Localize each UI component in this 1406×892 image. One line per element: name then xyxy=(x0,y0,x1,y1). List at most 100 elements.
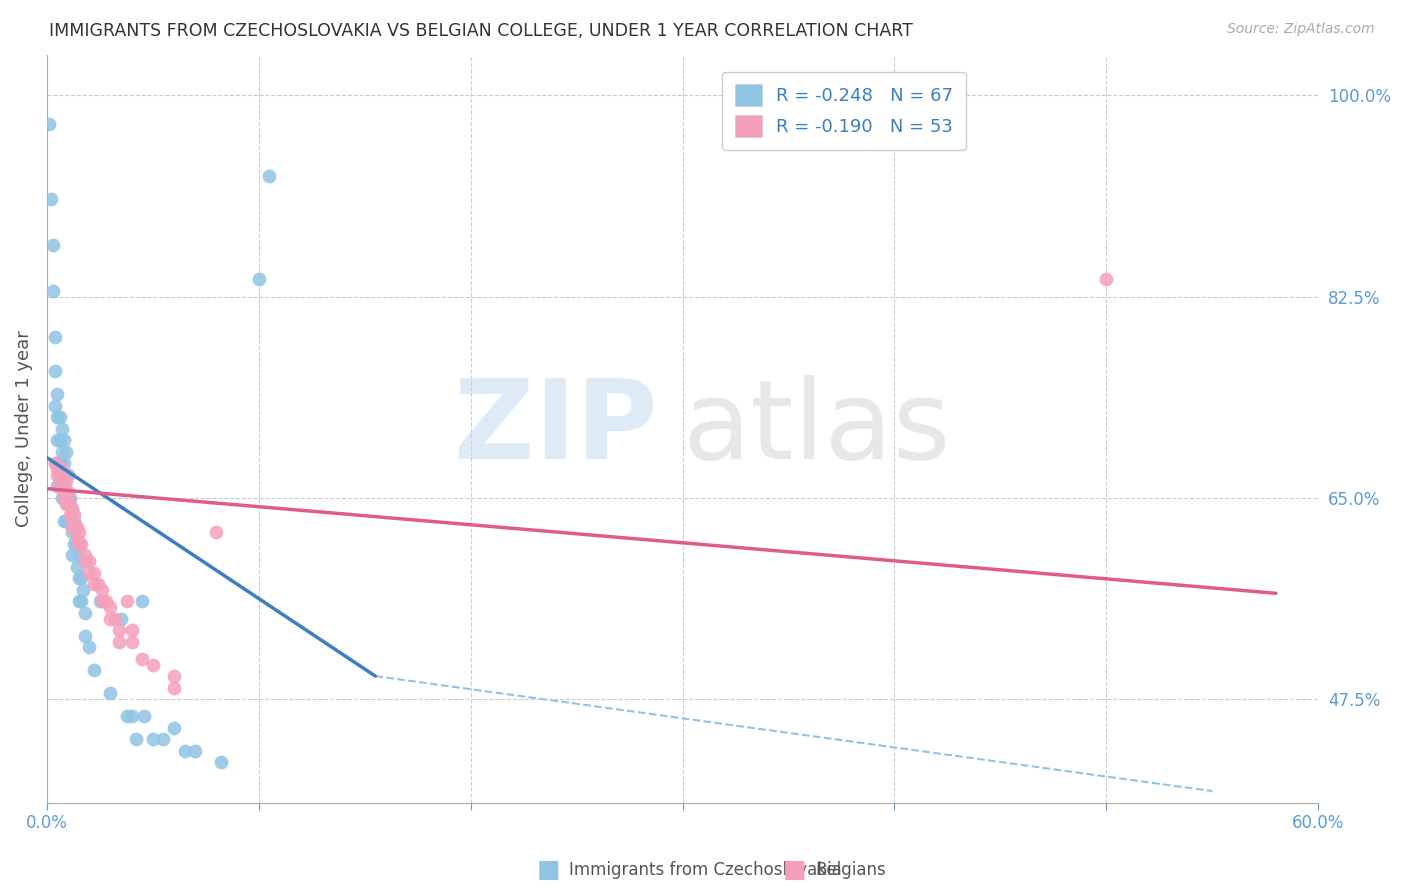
Point xyxy=(56,491,79,505)
Point xyxy=(52,491,75,505)
Point xyxy=(46,387,69,401)
Point xyxy=(247,272,270,286)
Point xyxy=(83,664,105,678)
Point xyxy=(55,491,77,505)
Point xyxy=(39,192,62,206)
Point xyxy=(104,612,127,626)
Point xyxy=(52,491,75,505)
Point xyxy=(67,571,90,585)
Point xyxy=(56,497,79,511)
Point xyxy=(69,594,91,608)
Point xyxy=(59,497,82,511)
Point xyxy=(131,594,153,608)
Text: IMMIGRANTS FROM CZECHOSLOVAKIA VS BELGIAN COLLEGE, UNDER 1 YEAR CORRELATION CHAR: IMMIGRANTS FROM CZECHOSLOVAKIA VS BELGIA… xyxy=(49,22,912,40)
Point xyxy=(60,525,83,540)
Point xyxy=(100,600,122,615)
Point xyxy=(44,364,66,378)
Point xyxy=(173,744,195,758)
Point xyxy=(52,479,75,493)
Point xyxy=(55,497,77,511)
Point xyxy=(1095,272,1118,286)
Point xyxy=(42,284,65,298)
Point xyxy=(48,467,70,482)
Point xyxy=(48,479,70,493)
Point xyxy=(65,559,87,574)
Point xyxy=(65,519,87,533)
Point xyxy=(83,577,105,591)
Point xyxy=(67,537,90,551)
Point xyxy=(163,721,186,735)
Point xyxy=(152,732,174,747)
Point xyxy=(63,519,86,533)
Point xyxy=(59,508,82,522)
Point xyxy=(56,467,79,482)
Point xyxy=(51,467,73,482)
Point xyxy=(100,612,122,626)
Point xyxy=(108,634,131,648)
Point xyxy=(63,508,86,522)
Point xyxy=(51,491,73,505)
Point xyxy=(73,606,96,620)
Point xyxy=(55,445,77,459)
Point xyxy=(91,594,114,608)
Point xyxy=(65,531,87,545)
Point xyxy=(77,640,100,655)
Point xyxy=(48,410,70,425)
Point xyxy=(46,434,69,448)
Point xyxy=(209,756,232,770)
Point xyxy=(44,456,66,470)
Text: ZIP: ZIP xyxy=(454,376,657,483)
Y-axis label: College, Under 1 year: College, Under 1 year xyxy=(15,331,32,527)
Point xyxy=(56,514,79,528)
Point xyxy=(42,238,65,252)
Point xyxy=(63,514,86,528)
Point xyxy=(205,525,228,540)
Point xyxy=(121,623,143,637)
Point xyxy=(121,709,143,723)
Point xyxy=(184,744,207,758)
Point xyxy=(52,467,75,482)
Text: Immigrants from Czechoslovakia: Immigrants from Czechoslovakia xyxy=(569,861,842,879)
Text: ■: ■ xyxy=(783,858,806,881)
Point xyxy=(87,577,110,591)
Point xyxy=(55,474,77,488)
Point xyxy=(142,732,165,747)
Point xyxy=(69,537,91,551)
Point xyxy=(73,554,96,568)
Point xyxy=(55,485,77,500)
Point xyxy=(100,686,122,700)
Point xyxy=(60,508,83,522)
Point xyxy=(110,612,132,626)
Point xyxy=(51,445,73,459)
Point xyxy=(46,462,69,476)
Text: Source: ZipAtlas.com: Source: ZipAtlas.com xyxy=(1227,22,1375,37)
Point xyxy=(163,681,186,695)
Point xyxy=(134,709,156,723)
Point xyxy=(55,467,77,482)
Point xyxy=(72,582,94,597)
Text: ■: ■ xyxy=(537,858,560,881)
Point xyxy=(117,594,139,608)
Point xyxy=(52,485,75,500)
Point xyxy=(67,594,90,608)
Point xyxy=(51,462,73,476)
Point xyxy=(52,456,75,470)
Point xyxy=(60,502,83,516)
Point xyxy=(60,519,83,533)
Point xyxy=(60,549,83,563)
Point xyxy=(51,422,73,436)
Point xyxy=(73,549,96,563)
Point xyxy=(77,554,100,568)
Point xyxy=(51,467,73,482)
Point xyxy=(142,657,165,672)
Point xyxy=(46,467,69,482)
Point xyxy=(125,732,148,747)
Point xyxy=(46,479,69,493)
Point xyxy=(163,669,186,683)
Point xyxy=(52,514,75,528)
Point xyxy=(63,537,86,551)
Point xyxy=(38,117,60,131)
Point xyxy=(69,571,91,585)
Point xyxy=(89,594,111,608)
Point xyxy=(259,169,281,183)
